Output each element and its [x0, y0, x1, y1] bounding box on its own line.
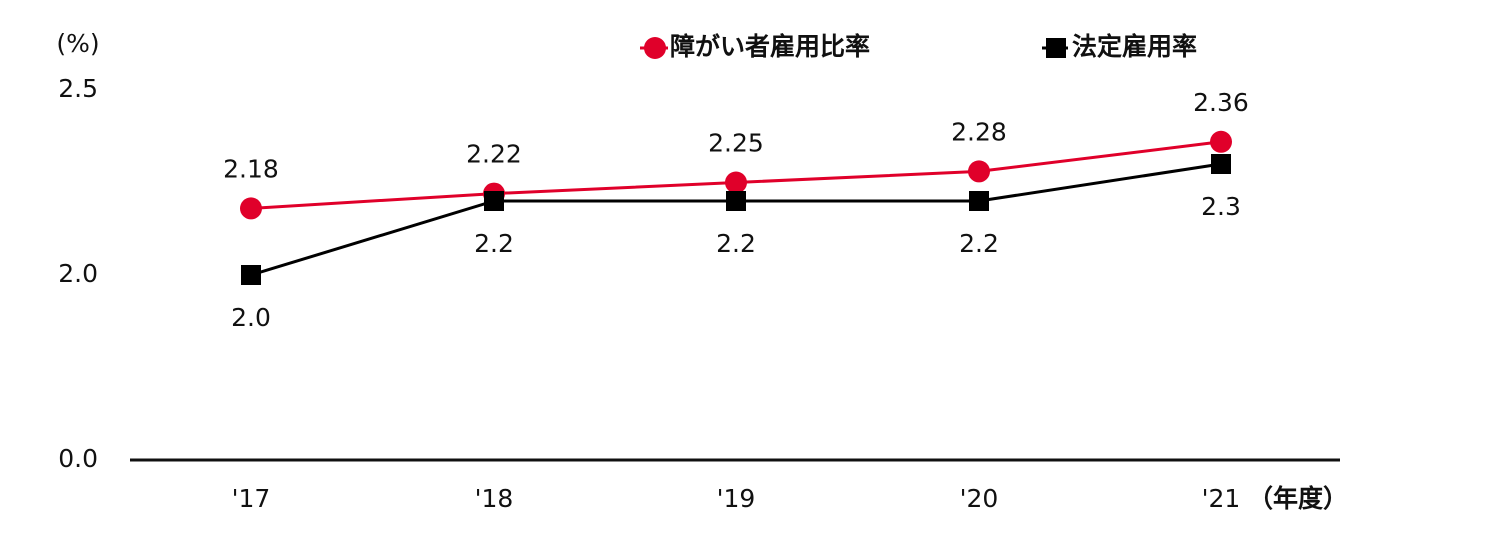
- x-tick-label: '19: [717, 484, 756, 513]
- x-tick-label: '17: [232, 484, 271, 513]
- data-label: 2.36: [1193, 88, 1249, 117]
- data-label: 2.0: [231, 303, 271, 332]
- legend-label: 法定雇用率: [1072, 32, 1197, 61]
- data-label: 2.25: [708, 129, 764, 158]
- y-axis-label: (%): [56, 29, 99, 58]
- legend-marker: [644, 37, 666, 59]
- y-tick-label: 2.5: [58, 74, 98, 103]
- data-point: [726, 191, 746, 211]
- x-tick-label: '21: [1202, 484, 1241, 513]
- data-label: 2.3: [1201, 192, 1241, 221]
- data-label: 2.2: [716, 229, 756, 258]
- x-tick-label: '18: [475, 484, 514, 513]
- legend-marker: [1046, 38, 1066, 58]
- data-point: [241, 265, 261, 285]
- y-tick-label: 2.0: [58, 259, 98, 288]
- data-label: 2.22: [466, 140, 522, 169]
- data-point: [968, 160, 990, 183]
- data-point: [240, 197, 262, 220]
- data-label: 2.18: [223, 154, 279, 183]
- data-label: 2.28: [951, 117, 1007, 146]
- data-point: [1210, 130, 1232, 153]
- data-point: [1211, 154, 1231, 174]
- data-label: 2.2: [474, 229, 514, 258]
- legend-label: 障がい者雇用比率: [670, 32, 870, 61]
- x-axis-label: （年度）: [1248, 484, 1348, 513]
- data-point: [484, 191, 504, 211]
- x-tick-label: '20: [960, 484, 999, 513]
- data-point: [969, 191, 989, 211]
- data-label: 2.2: [959, 229, 999, 258]
- y-tick-label: 0.0: [58, 444, 98, 473]
- data-point: [725, 171, 747, 194]
